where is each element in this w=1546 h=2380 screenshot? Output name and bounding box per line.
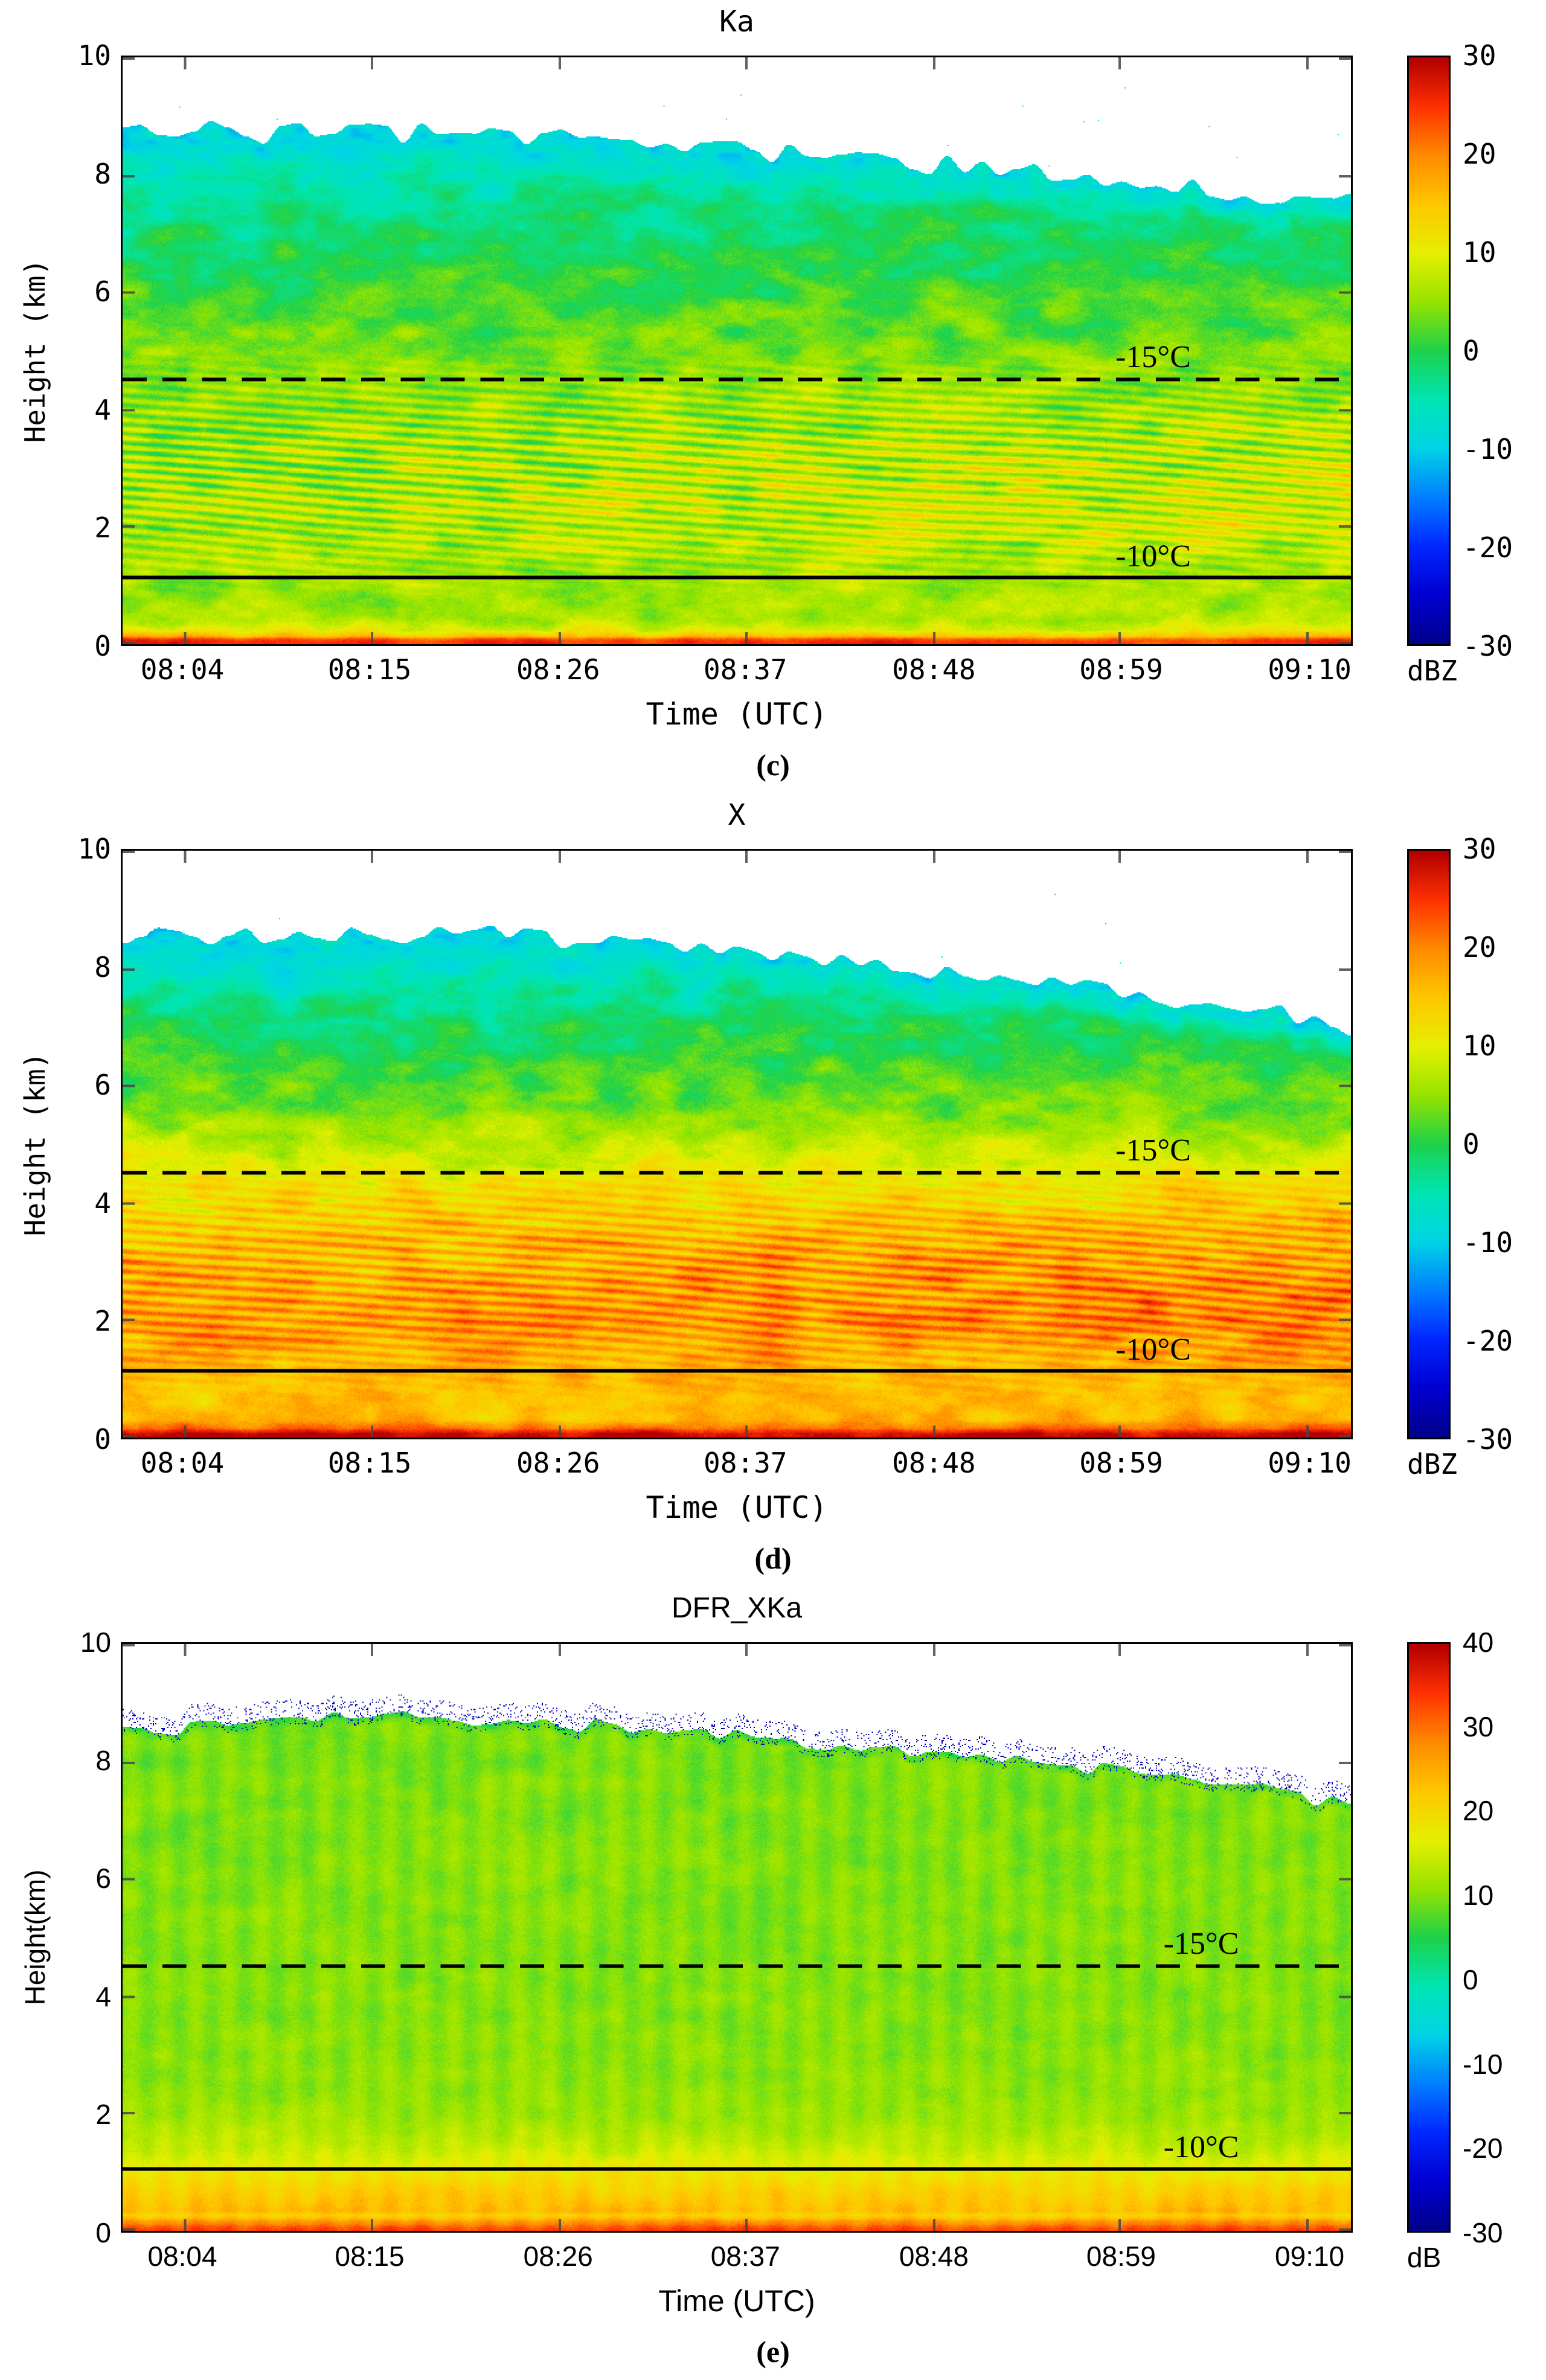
colorbar-tick-label: 10 bbox=[1463, 1879, 1494, 1911]
y-tick-label: 2 bbox=[94, 1305, 111, 1338]
colorbar bbox=[1407, 56, 1451, 646]
y-tick-label: 4 bbox=[94, 1186, 111, 1220]
x-tick-label: 08:04 bbox=[140, 1447, 225, 1479]
x-tick-label: 08:15 bbox=[327, 1447, 412, 1479]
panel-caption: (c) bbox=[756, 748, 790, 782]
colorbar-tick-label: -20 bbox=[1463, 1325, 1513, 1357]
panel-e: DFR_XKa Height(km) 0 2 4 6 8 10 08:04 08:15 08:26 0… bbox=[0, 1587, 1546, 2380]
x-tick-label: 08:59 bbox=[1086, 2241, 1156, 2272]
x-axis-label: Time (UTC) bbox=[658, 2284, 815, 2318]
x-tick-label: 08:59 bbox=[1079, 653, 1163, 686]
plot-area bbox=[121, 849, 1353, 1439]
y-tick-label: 6 bbox=[95, 1863, 111, 1895]
x-tick-label: 08:04 bbox=[140, 653, 225, 686]
colorbar-tick-label: 0 bbox=[1463, 1963, 1478, 1995]
heatmap-canvas bbox=[123, 1644, 1351, 2231]
y-tick-label: 10 bbox=[77, 833, 111, 865]
temperature-annotation: -15°C bbox=[1163, 1926, 1239, 1961]
colorbar-unit-label: dB bbox=[1407, 2242, 1442, 2273]
temperature-annotation: -15°C bbox=[1115, 339, 1191, 374]
colorbar-tick-label: 10 bbox=[1463, 236, 1496, 269]
y-tick-label: 10 bbox=[80, 1627, 111, 1658]
colorbar-tick-label: -20 bbox=[1463, 2132, 1503, 2164]
panel-caption: (e) bbox=[756, 2335, 790, 2369]
colorbar bbox=[1407, 849, 1451, 1439]
y-tick-label: 8 bbox=[95, 1744, 111, 1776]
colorbar-unit-label: dBZ bbox=[1407, 1448, 1458, 1480]
colorbar-tick-label: 20 bbox=[1463, 138, 1496, 170]
colorbar-tick-label: -30 bbox=[1463, 630, 1513, 662]
heatmap-canvas bbox=[123, 851, 1351, 1438]
plot-area bbox=[121, 56, 1353, 646]
colorbar-tick-label: 0 bbox=[1463, 1128, 1480, 1160]
y-tick-label: 0 bbox=[95, 2217, 111, 2248]
x-tick-label: 09:10 bbox=[1275, 2241, 1345, 2272]
x-tick-label: 08:37 bbox=[704, 653, 787, 686]
x-tick-label: 08:26 bbox=[516, 653, 600, 686]
x-tick-label: 08:26 bbox=[516, 1447, 600, 1479]
colorbar-unit-label: dBZ bbox=[1407, 654, 1458, 687]
y-tick-label: 2 bbox=[95, 2099, 111, 2131]
x-tick-label: 08:59 bbox=[1079, 1447, 1163, 1479]
colorbar-tick-label: 20 bbox=[1463, 1795, 1494, 1827]
y-tick-label: 4 bbox=[94, 393, 111, 426]
y-tick-label: 8 bbox=[94, 950, 111, 984]
colorbar-tick-label: -30 bbox=[1463, 1423, 1513, 1456]
panel-d: X Height (km) 0 2 4 6 8 10 08:04 08:15 08:26 08:37 0… bbox=[0, 793, 1546, 1587]
x-tick-label: 08:15 bbox=[327, 653, 412, 686]
x-tick-label: 08:37 bbox=[710, 2241, 780, 2272]
temperature-annotation: -10°C bbox=[1115, 1332, 1191, 1368]
colorbar-tick-label: -10 bbox=[1463, 433, 1513, 465]
x-tick-label: 08:37 bbox=[704, 1447, 787, 1479]
colorbar-gradient bbox=[1409, 851, 1449, 1438]
colorbar-gradient bbox=[1409, 57, 1449, 644]
y-tick-label: 6 bbox=[94, 275, 111, 309]
chart-title: X bbox=[728, 798, 746, 832]
colorbar-tick-label: -10 bbox=[1463, 2048, 1503, 2080]
x-axis-label: Time (UTC) bbox=[646, 1490, 828, 1525]
panel-caption: (d) bbox=[754, 1541, 792, 1575]
colorbar-tick-label: -20 bbox=[1463, 531, 1513, 564]
colorbar-tick-label: 10 bbox=[1463, 1029, 1496, 1062]
y-tick-label: 8 bbox=[94, 157, 111, 190]
colorbar-tick-label: 20 bbox=[1463, 931, 1496, 964]
temperature-annotation: -10°C bbox=[1115, 539, 1191, 574]
colorbar-gradient bbox=[1409, 1644, 1449, 2231]
chart-title: DFR_XKa bbox=[671, 1592, 803, 1624]
heatmap-canvas bbox=[123, 57, 1351, 644]
x-tick-label: 08:48 bbox=[892, 653, 976, 686]
x-tick-label: 08:04 bbox=[147, 2241, 217, 2272]
y-tick-label: 0 bbox=[94, 1423, 111, 1456]
y-tick-label: 4 bbox=[95, 1980, 111, 2012]
panel-c: Ka Height (km) 0 2 4 6 8 10 08:04 08:15 08:26 08:37… bbox=[0, 0, 1546, 793]
colorbar-tick-label: -30 bbox=[1463, 2217, 1503, 2248]
x-axis-label: Time (UTC) bbox=[646, 697, 828, 732]
x-tick-label: 09:10 bbox=[1268, 1447, 1352, 1479]
chart-title: Ka bbox=[719, 5, 754, 39]
x-tick-label: 08:15 bbox=[335, 2241, 405, 2272]
x-tick-label: 08:48 bbox=[892, 1447, 976, 1479]
colorbar-tick-label: 30 bbox=[1463, 39, 1496, 72]
y-tick-label: 0 bbox=[94, 630, 111, 662]
x-tick-label: 08:48 bbox=[899, 2241, 969, 2272]
x-tick-label: 08:26 bbox=[523, 2241, 593, 2272]
temperature-annotation: -10°C bbox=[1163, 2130, 1239, 2165]
colorbar-tick-label: 40 bbox=[1463, 1627, 1494, 1658]
y-tick-label: 6 bbox=[94, 1069, 111, 1102]
colorbar-tick-label: 30 bbox=[1463, 1710, 1494, 1742]
colorbar-tick-label: 30 bbox=[1463, 833, 1496, 865]
colorbar bbox=[1407, 1642, 1451, 2233]
plot-area bbox=[121, 1642, 1353, 2233]
y-tick-label: 10 bbox=[77, 39, 111, 72]
x-tick-label: 09:10 bbox=[1268, 653, 1352, 686]
y-tick-label: 2 bbox=[94, 511, 111, 545]
temperature-annotation: -15°C bbox=[1115, 1133, 1191, 1168]
colorbar-tick-label: 0 bbox=[1463, 334, 1480, 367]
colorbar-tick-label: -10 bbox=[1463, 1226, 1513, 1259]
